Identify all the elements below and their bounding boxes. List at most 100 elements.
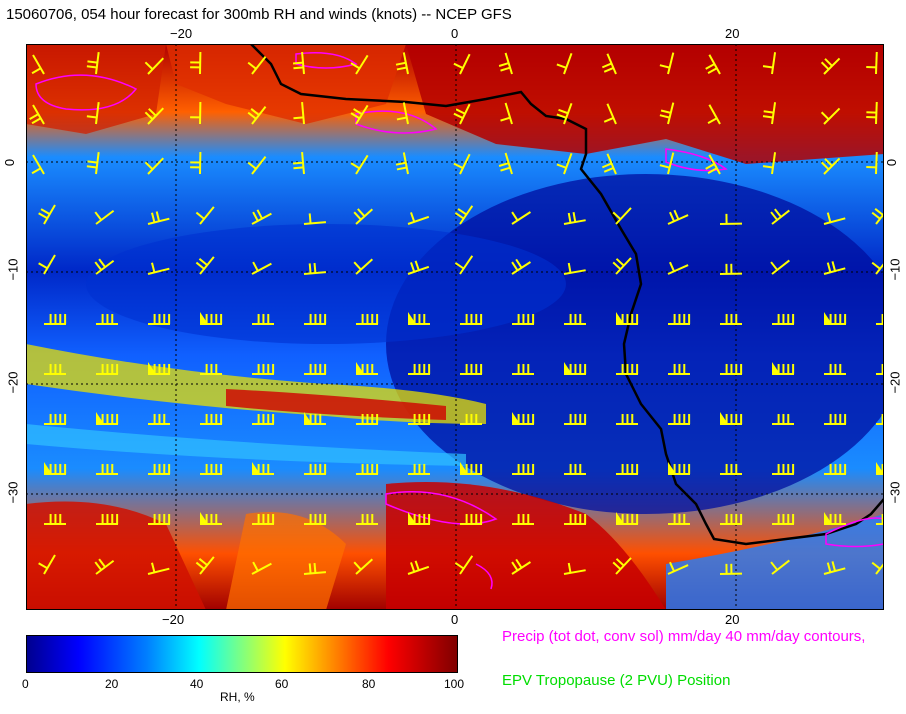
wind-barb bbox=[511, 558, 531, 575]
wind-barb bbox=[454, 255, 474, 275]
rh-field bbox=[26, 44, 884, 610]
wind-barb bbox=[866, 151, 878, 175]
wind-barb bbox=[511, 211, 531, 225]
colorbar-label: RH, % bbox=[220, 690, 255, 704]
wind-barb bbox=[148, 514, 171, 525]
wind-barb bbox=[407, 260, 430, 275]
wind-barb bbox=[824, 312, 847, 325]
wind-barb bbox=[44, 364, 66, 375]
wind-barb bbox=[247, 106, 267, 125]
wind-barb bbox=[556, 52, 573, 75]
wind-barb bbox=[772, 514, 795, 525]
wind-barb bbox=[190, 151, 202, 175]
wind-barb bbox=[303, 562, 327, 575]
wind-barb bbox=[94, 258, 115, 275]
wind-barb bbox=[247, 156, 267, 175]
wind-barb bbox=[762, 152, 777, 175]
wind-barb bbox=[453, 153, 471, 175]
wind-barb bbox=[876, 414, 884, 425]
colorbar-tick-100: 100 bbox=[444, 677, 465, 691]
wind-barb bbox=[252, 462, 274, 475]
wind-barb bbox=[251, 561, 272, 575]
wind-barb bbox=[251, 261, 272, 275]
top-tick-0: 0 bbox=[451, 26, 459, 41]
map-title: 15060706, 054 hour forecast for 300mb RH… bbox=[6, 6, 512, 23]
wind-barb bbox=[94, 558, 115, 575]
wind-barb bbox=[408, 312, 430, 325]
wind-barb bbox=[871, 261, 884, 275]
wind-barb bbox=[668, 514, 690, 525]
wind-barb bbox=[601, 153, 617, 175]
wind-barb bbox=[148, 314, 171, 325]
wind-barb bbox=[705, 54, 721, 75]
wind-barb bbox=[612, 207, 632, 225]
wind-barb bbox=[44, 514, 66, 525]
wind-barb bbox=[148, 414, 170, 425]
wind-barb bbox=[820, 57, 841, 75]
wind-barb bbox=[147, 211, 170, 225]
wind-barb bbox=[353, 208, 374, 225]
wind-barb bbox=[603, 103, 617, 125]
wind-barb bbox=[148, 362, 171, 375]
wind-barb bbox=[195, 556, 215, 575]
wind-barb bbox=[820, 157, 841, 175]
wind-barb bbox=[556, 102, 573, 125]
wind-barb bbox=[292, 151, 305, 175]
wind-barb bbox=[876, 364, 884, 375]
wind-barb bbox=[707, 104, 721, 125]
wind-barb bbox=[720, 514, 743, 525]
wind-barb bbox=[659, 102, 675, 125]
right-tick-m30: −30 bbox=[887, 481, 903, 504]
wind-barb bbox=[353, 558, 374, 575]
colorbar-tick-0: 0 bbox=[22, 677, 29, 691]
wind-barb bbox=[395, 152, 409, 175]
wind-barb bbox=[762, 102, 777, 125]
wind-barb bbox=[659, 52, 675, 75]
wind-barbs bbox=[29, 51, 884, 575]
wind-barb bbox=[564, 362, 587, 375]
wind-barb bbox=[292, 51, 305, 75]
right-tick-0: 0 bbox=[884, 158, 900, 167]
wind-barb bbox=[719, 213, 743, 225]
wind-barb bbox=[200, 312, 223, 325]
wind-barb bbox=[407, 212, 430, 225]
wind-barb bbox=[38, 554, 56, 575]
wind-barb bbox=[148, 464, 171, 475]
wind-barb bbox=[251, 209, 272, 225]
wind-barb bbox=[876, 314, 884, 325]
rh-colorbar bbox=[26, 635, 458, 673]
wind-barb bbox=[823, 261, 846, 275]
wind-barb bbox=[408, 464, 430, 475]
wind-barb bbox=[564, 314, 586, 325]
wind-barb bbox=[564, 414, 587, 425]
wind-barb bbox=[772, 362, 795, 375]
epv-legend: EPV Tropopause (2 PVU) Position bbox=[502, 672, 731, 689]
wind-barb bbox=[762, 52, 777, 75]
wind-barb bbox=[616, 312, 639, 325]
wind-barb bbox=[512, 364, 534, 375]
wind-barb bbox=[720, 314, 742, 325]
wind-barb bbox=[563, 211, 586, 225]
colorbar-tick-40: 40 bbox=[190, 677, 204, 691]
colorbar-tick-80: 80 bbox=[362, 677, 376, 691]
wind-barb bbox=[876, 462, 884, 475]
wind-barb bbox=[408, 512, 431, 525]
wind-barb bbox=[407, 560, 430, 575]
wind-barb bbox=[659, 152, 675, 175]
wind-barb bbox=[667, 561, 689, 575]
wind-barb bbox=[304, 412, 326, 425]
left-tick-m10: −10 bbox=[5, 258, 21, 281]
wind-barb bbox=[772, 414, 794, 425]
wind-barb bbox=[350, 154, 369, 175]
wind-barb bbox=[772, 464, 795, 475]
wind-barb bbox=[563, 262, 586, 275]
wind-barb bbox=[350, 54, 369, 75]
wind-barb bbox=[719, 263, 743, 275]
wind-barb bbox=[564, 514, 587, 525]
wind-barb bbox=[195, 256, 215, 275]
wind-barb bbox=[200, 512, 222, 525]
left-tick-m30: −30 bbox=[5, 481, 21, 504]
wind-barb bbox=[667, 209, 689, 225]
wind-barb bbox=[44, 462, 67, 475]
wind-barb bbox=[190, 51, 202, 75]
